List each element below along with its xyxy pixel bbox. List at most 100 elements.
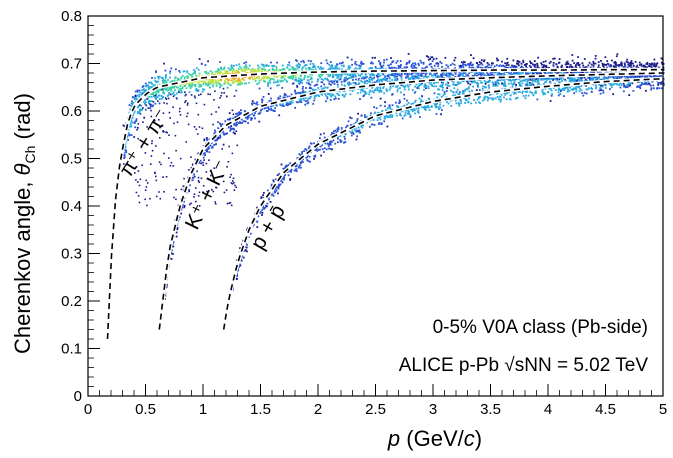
density-point — [281, 87, 284, 89]
density-point — [219, 73, 221, 76]
density-point — [573, 62, 576, 64]
density-point — [312, 89, 315, 91]
density-point — [327, 93, 329, 95]
density-point — [330, 84, 332, 86]
density-point — [197, 82, 200, 84]
density-point — [481, 73, 484, 76]
density-point — [303, 91, 305, 94]
density-point — [258, 66, 261, 69]
density-point — [479, 73, 482, 75]
density-point — [171, 92, 174, 95]
density-point — [323, 147, 326, 150]
density-point — [390, 74, 393, 76]
density-point — [151, 77, 153, 79]
density-point — [238, 266, 240, 268]
density-point — [223, 133, 225, 136]
density-point — [132, 96, 134, 99]
density-point — [322, 79, 325, 81]
density-point — [155, 90, 158, 93]
density-point — [542, 92, 545, 94]
density-point — [447, 75, 450, 78]
density-point — [452, 83, 454, 86]
density-point — [151, 105, 154, 108]
density-point — [640, 84, 643, 87]
density-point — [373, 76, 376, 79]
density-point — [610, 71, 612, 73]
density-point — [167, 94, 170, 96]
density-point — [196, 89, 199, 91]
density-point — [374, 111, 377, 114]
density-point — [407, 88, 410, 91]
density-point — [168, 88, 171, 90]
density-point — [556, 78, 559, 81]
density-point — [383, 85, 385, 88]
density-point — [410, 64, 413, 66]
density-point — [239, 121, 241, 123]
density-point — [347, 83, 350, 86]
density-point — [464, 102, 466, 104]
density-point — [505, 98, 508, 101]
density-point — [148, 81, 151, 84]
density-point — [622, 82, 625, 85]
density-point — [246, 243, 248, 246]
density-point — [323, 88, 325, 90]
density-point — [546, 72, 549, 75]
density-point — [430, 73, 432, 75]
density-point — [147, 97, 149, 100]
density-point — [545, 66, 548, 69]
density-point — [158, 88, 161, 91]
density-point — [443, 91, 446, 93]
density-point — [440, 73, 442, 76]
density-point — [184, 76, 186, 79]
density-point — [279, 95, 282, 98]
density-point — [585, 92, 588, 95]
density-point — [308, 147, 311, 150]
density-point — [406, 103, 408, 106]
density-point — [163, 87, 165, 90]
density-point — [378, 60, 380, 63]
density-point — [240, 109, 242, 111]
density-point — [389, 80, 391, 83]
density-point — [498, 95, 501, 98]
density-point — [193, 84, 196, 87]
density-point — [180, 89, 183, 92]
density-point — [549, 78, 551, 80]
density-point — [348, 65, 351, 68]
density-point — [284, 173, 286, 176]
density-point — [188, 190, 191, 193]
density-point — [327, 145, 330, 147]
density-point — [439, 106, 442, 109]
density-point — [329, 99, 332, 101]
density-point — [458, 82, 461, 85]
density-point — [395, 72, 398, 75]
density-point — [436, 76, 439, 79]
density-point — [319, 76, 321, 79]
density-point — [175, 68, 177, 71]
density-point — [284, 75, 286, 78]
density-point — [123, 157, 125, 159]
density-point — [233, 69, 235, 72]
density-point — [341, 83, 343, 86]
density-point — [474, 72, 477, 75]
density-point — [349, 83, 352, 85]
density-point — [332, 139, 335, 142]
density-point — [136, 98, 139, 101]
density-point — [297, 81, 300, 83]
density-point — [620, 64, 622, 66]
density-point — [382, 64, 385, 67]
density-point — [338, 74, 340, 77]
density-point — [223, 68, 225, 71]
density-point — [594, 78, 597, 81]
density-point — [122, 163, 125, 165]
density-point — [511, 85, 514, 88]
density-point — [303, 99, 305, 101]
density-point — [205, 84, 208, 86]
density-point — [487, 73, 490, 75]
density-point — [363, 77, 366, 80]
density-point — [586, 71, 589, 74]
density-point — [479, 63, 481, 66]
density-point — [360, 89, 362, 92]
density-point — [536, 98, 539, 101]
density-point — [391, 79, 393, 81]
density-point — [334, 67, 337, 70]
